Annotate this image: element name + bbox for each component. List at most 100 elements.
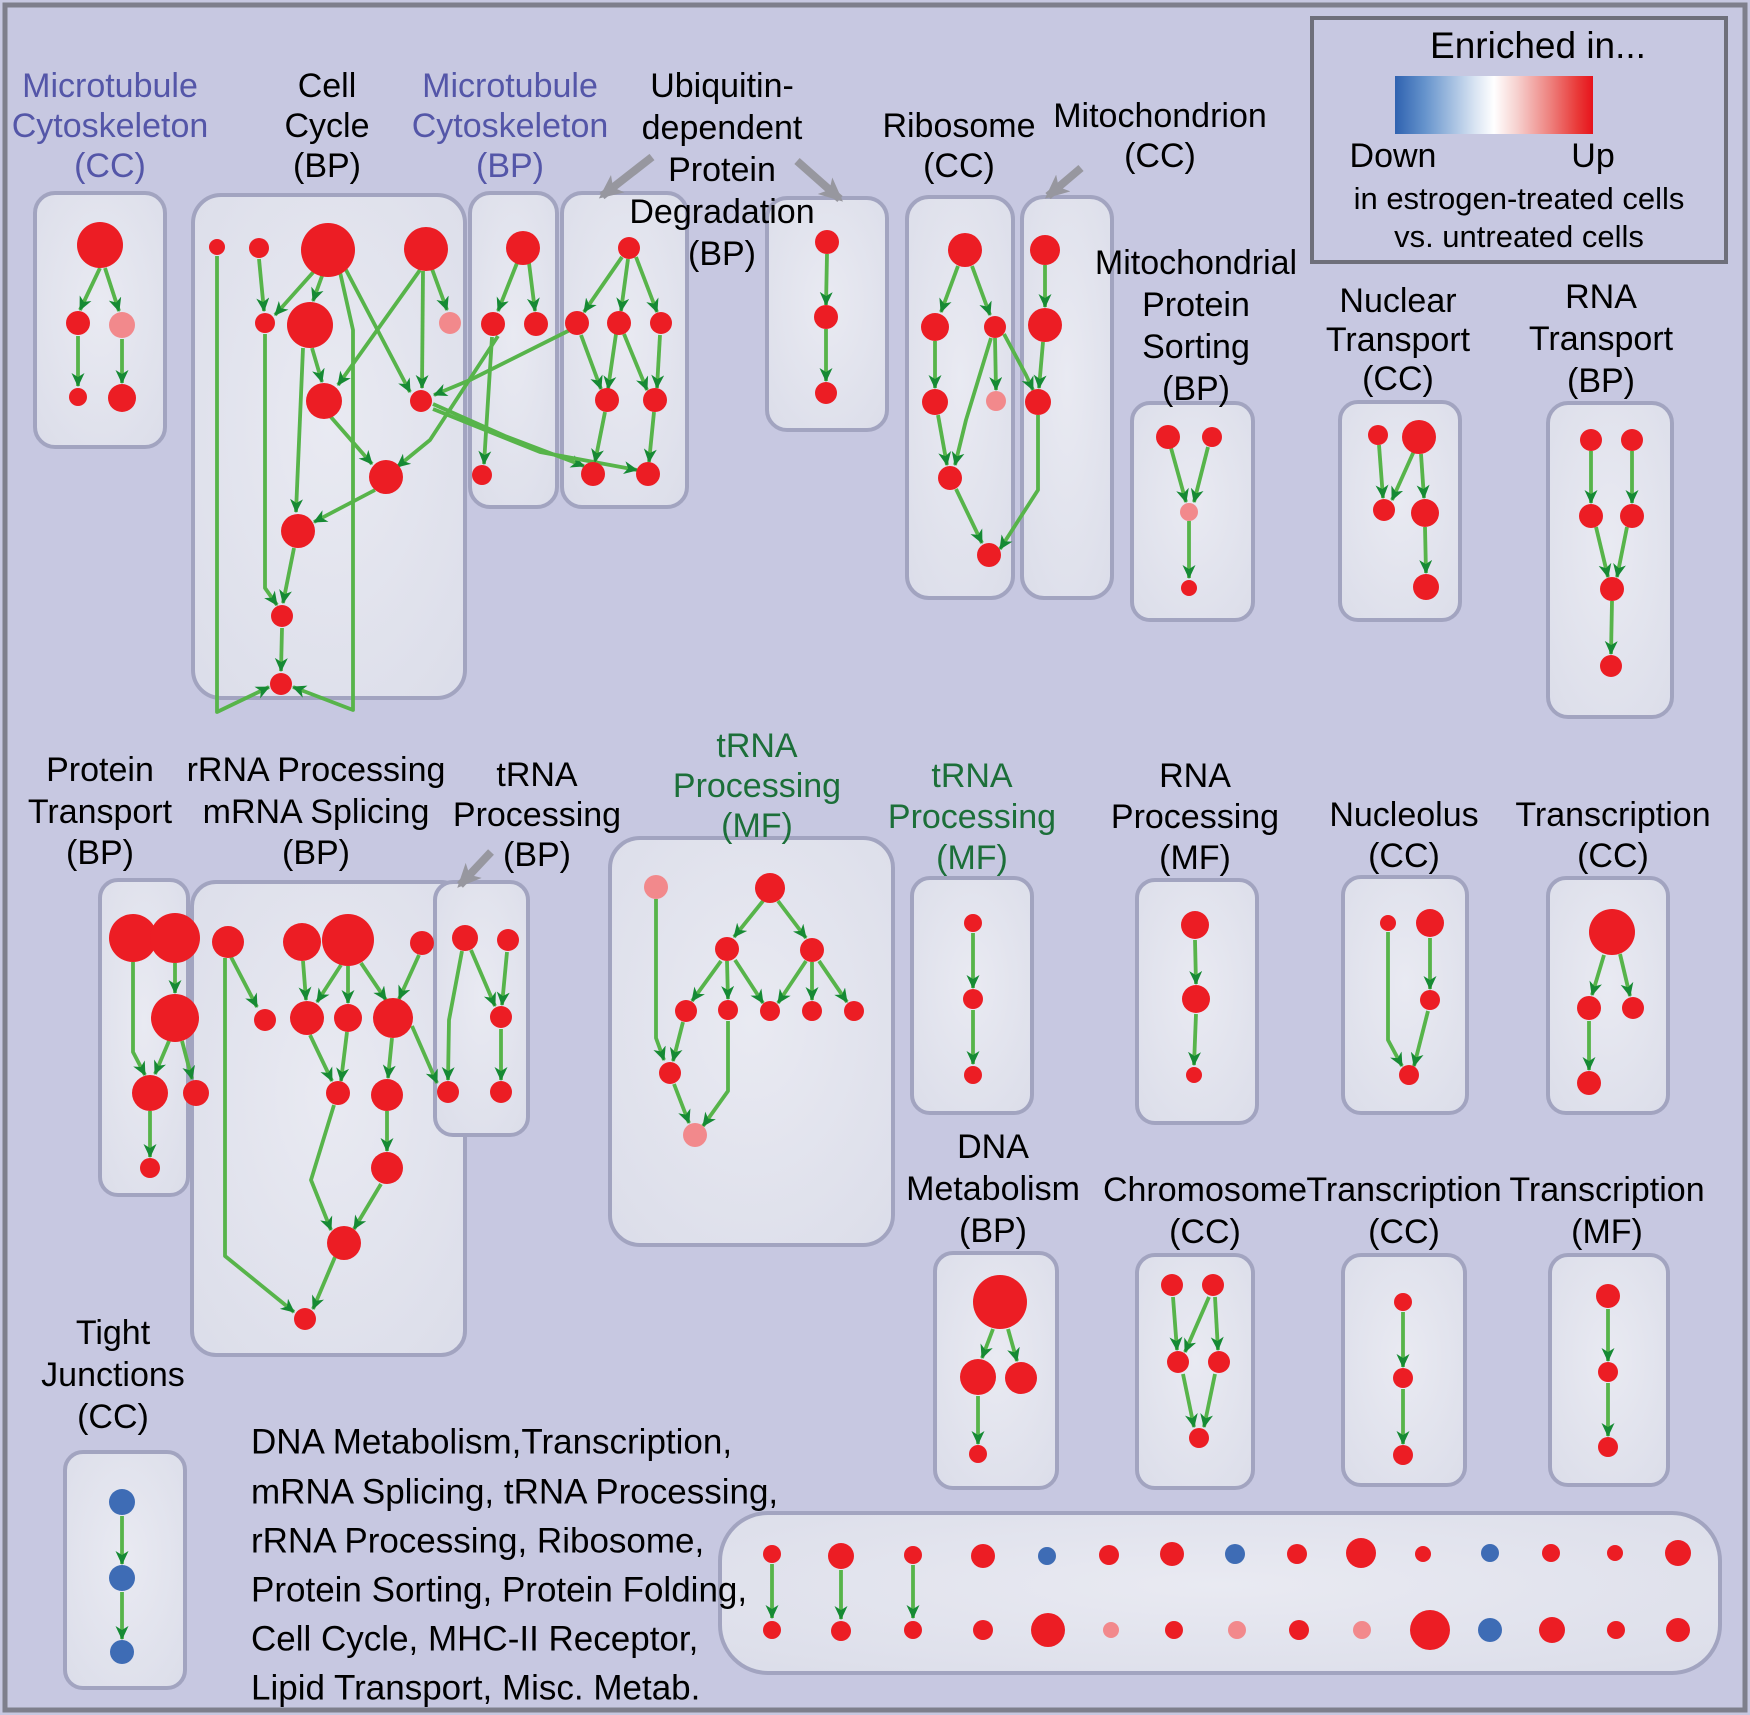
group-label-line: Cell bbox=[298, 67, 357, 105]
group-label-line: Metabolism bbox=[906, 1170, 1080, 1208]
node-up bbox=[1346, 1538, 1376, 1568]
edge-arrow bbox=[215, 256, 270, 714]
group-label-line: Transcription bbox=[1509, 1171, 1704, 1209]
edge-arrow bbox=[328, 414, 374, 466]
group-box-misc-combined-terms bbox=[718, 1511, 1722, 1675]
node-up bbox=[490, 1006, 512, 1028]
node-weak-up bbox=[1228, 1621, 1246, 1639]
edge-arrow bbox=[1002, 333, 1035, 391]
edge-arrow bbox=[1183, 1296, 1211, 1353]
edge-arrow bbox=[432, 407, 638, 475]
node-up bbox=[1580, 429, 1602, 451]
node-down bbox=[1481, 1544, 1499, 1562]
node-up bbox=[1665, 1540, 1691, 1566]
edge-arrow bbox=[1375, 444, 1389, 499]
node-up bbox=[814, 305, 838, 329]
edge-arrow bbox=[1188, 1013, 1202, 1066]
group-label-line: Nucleolus bbox=[1329, 796, 1478, 834]
node-up bbox=[1167, 1351, 1189, 1373]
node-up bbox=[452, 925, 478, 951]
group-label-line: tRNA bbox=[716, 727, 798, 765]
node-up bbox=[1031, 1613, 1065, 1647]
group-box-microtubule-cytoskeleton-cc bbox=[33, 191, 167, 449]
group-label-line: (BP) bbox=[282, 834, 350, 872]
edge-arrow bbox=[672, 1083, 691, 1124]
edge-arrow bbox=[951, 337, 993, 466]
node-up bbox=[964, 914, 982, 932]
node-up bbox=[1165, 1621, 1183, 1639]
edge-arrow bbox=[1604, 600, 1618, 655]
edge-arrow bbox=[936, 414, 952, 466]
edge-arrow bbox=[669, 1021, 685, 1062]
node-up bbox=[369, 460, 403, 494]
edge-arrow bbox=[690, 959, 723, 1003]
node-up bbox=[831, 1621, 851, 1641]
edge-arrow bbox=[970, 265, 992, 316]
edge-arrow bbox=[591, 411, 607, 463]
node-up bbox=[1621, 429, 1643, 451]
group-label-line: Transcription bbox=[1515, 796, 1710, 834]
node-up bbox=[984, 316, 1006, 338]
edge-arrow bbox=[410, 1025, 439, 1084]
node-up bbox=[1161, 1274, 1183, 1296]
group-label-ribosome-cc: Ribosome (CC) bbox=[882, 107, 1035, 185]
edge-arrow bbox=[998, 415, 1040, 551]
node-up bbox=[1030, 235, 1060, 265]
group-box-trna-processing-mf-1 bbox=[608, 836, 895, 1247]
node-up bbox=[1025, 389, 1051, 415]
edge-arrow bbox=[954, 488, 984, 544]
group-label-line: Microtubule bbox=[22, 67, 198, 105]
edge-arrow bbox=[441, 950, 464, 1081]
edge-arrow bbox=[469, 949, 497, 1007]
group-label-line: Transport bbox=[1326, 321, 1471, 359]
group-label-line: (MF) bbox=[1571, 1213, 1643, 1251]
node-up bbox=[371, 1079, 403, 1111]
group-box-nuclear-transport-cc bbox=[1338, 400, 1462, 622]
edge-arrow bbox=[292, 271, 355, 712]
node-up bbox=[1202, 427, 1222, 447]
group-label-line: Protein bbox=[668, 151, 776, 189]
group-label-line: Cycle bbox=[284, 107, 369, 145]
group-label-mitochondrial-protein-sorting-bp: Mitochondrial Protein Sorting (BP) bbox=[1095, 244, 1297, 408]
group-label-rna-transport-bp: RNA Transport (BP) bbox=[1529, 278, 1674, 400]
group-label-line: Ribosome bbox=[882, 107, 1035, 145]
group-label-line: tRNA bbox=[931, 757, 1013, 795]
edge-arrow bbox=[397, 954, 421, 1000]
edge-arrow bbox=[308, 1034, 334, 1082]
group-label-line: DNA bbox=[957, 1128, 1029, 1166]
edge-arrow bbox=[279, 547, 296, 604]
group-label-line: (BP) bbox=[66, 834, 134, 872]
edge-arrow bbox=[273, 266, 319, 317]
node-up bbox=[948, 233, 982, 267]
group-label-line: dependent bbox=[642, 109, 803, 147]
annotation-line: Protein Sorting, Protein Folding, bbox=[251, 1570, 747, 1609]
node-up bbox=[1181, 911, 1209, 939]
node-up bbox=[1393, 1445, 1413, 1465]
group-label-line: (CC) bbox=[1368, 837, 1440, 875]
node-down bbox=[1225, 1544, 1245, 1564]
node-up bbox=[607, 311, 631, 335]
group-label-line: RNA bbox=[1565, 278, 1637, 316]
node-up bbox=[1579, 504, 1603, 528]
edge-arrow bbox=[1618, 953, 1634, 997]
group-label-line: Processing bbox=[673, 767, 841, 805]
node-up bbox=[921, 313, 949, 341]
node-up bbox=[1600, 655, 1622, 677]
node-up bbox=[565, 311, 589, 335]
group-label-microtubule-cytoskeleton-bp: Microtubule Cytoskeleton (BP) bbox=[412, 67, 609, 185]
node-up bbox=[802, 1001, 822, 1021]
node-up bbox=[326, 1081, 350, 1105]
group-label-line: (BP) bbox=[476, 147, 544, 185]
node-up bbox=[1393, 1368, 1413, 1388]
node-weak-up bbox=[1180, 503, 1198, 521]
group-label-line: Cytoskeleton bbox=[12, 107, 209, 145]
edge-arrow bbox=[1006, 1328, 1020, 1362]
group-box-ribosome-cc bbox=[905, 195, 1015, 600]
node-weak-up bbox=[1353, 1621, 1371, 1639]
node-up bbox=[1394, 1293, 1412, 1311]
node-up bbox=[1380, 915, 1396, 931]
group-label-trna-processing-bp: tRNA Processing (BP) bbox=[453, 756, 621, 874]
node-up bbox=[1416, 909, 1444, 937]
legend-subtitle-2: vs. untreated cells bbox=[1394, 219, 1644, 254]
edge-arrow bbox=[382, 1037, 396, 1079]
